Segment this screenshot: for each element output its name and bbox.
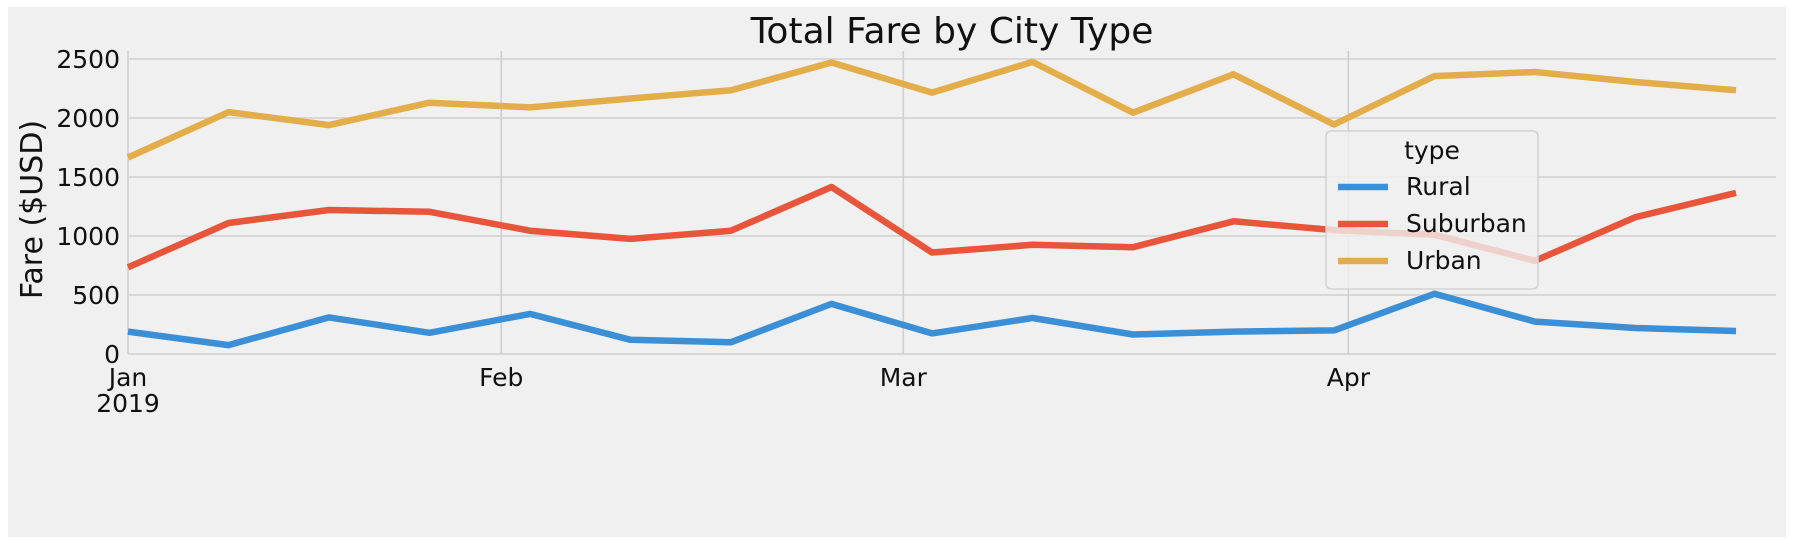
legend-label-suburban: Suburban [1406, 209, 1527, 238]
y-tick-label: 0 [104, 340, 120, 369]
y-tick-label: 1000 [56, 222, 120, 251]
x-tick-label: Apr [1327, 363, 1371, 392]
y-axis-label: Fare ($USD) [15, 120, 50, 299]
x-tick-label: Jan [107, 363, 148, 392]
chart-figure: 0 500 1000 1500 2000 2500 Jan 2019 Feb Mar Apr Tota… [8, 7, 1786, 537]
y-tick-label: 2000 [56, 104, 120, 133]
y-tick-label: 500 [72, 281, 120, 310]
legend-label-rural: Rural [1406, 172, 1471, 201]
y-tick-label: 1500 [56, 163, 120, 192]
legend-box [1325, 130, 1539, 290]
legend-title: type [1404, 136, 1460, 165]
legend-label-urban: Urban [1406, 246, 1482, 275]
x-tick-label: Feb [479, 363, 523, 392]
series-line-urban [126, 58, 1737, 161]
chart-title: Total Fare by City Type [750, 11, 1154, 52]
y-tick-label: 2500 [56, 45, 120, 74]
x-tick-sublabel: 2019 [96, 389, 160, 418]
series-line-rural [127, 290, 1737, 349]
x-tick-label: Mar [880, 363, 928, 392]
